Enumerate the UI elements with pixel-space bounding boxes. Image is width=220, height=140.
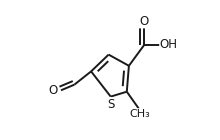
- Text: O: O: [49, 84, 58, 97]
- Text: O: O: [139, 15, 148, 28]
- Text: OH: OH: [160, 38, 178, 51]
- Text: CH₃: CH₃: [129, 109, 150, 119]
- Text: S: S: [107, 98, 114, 111]
